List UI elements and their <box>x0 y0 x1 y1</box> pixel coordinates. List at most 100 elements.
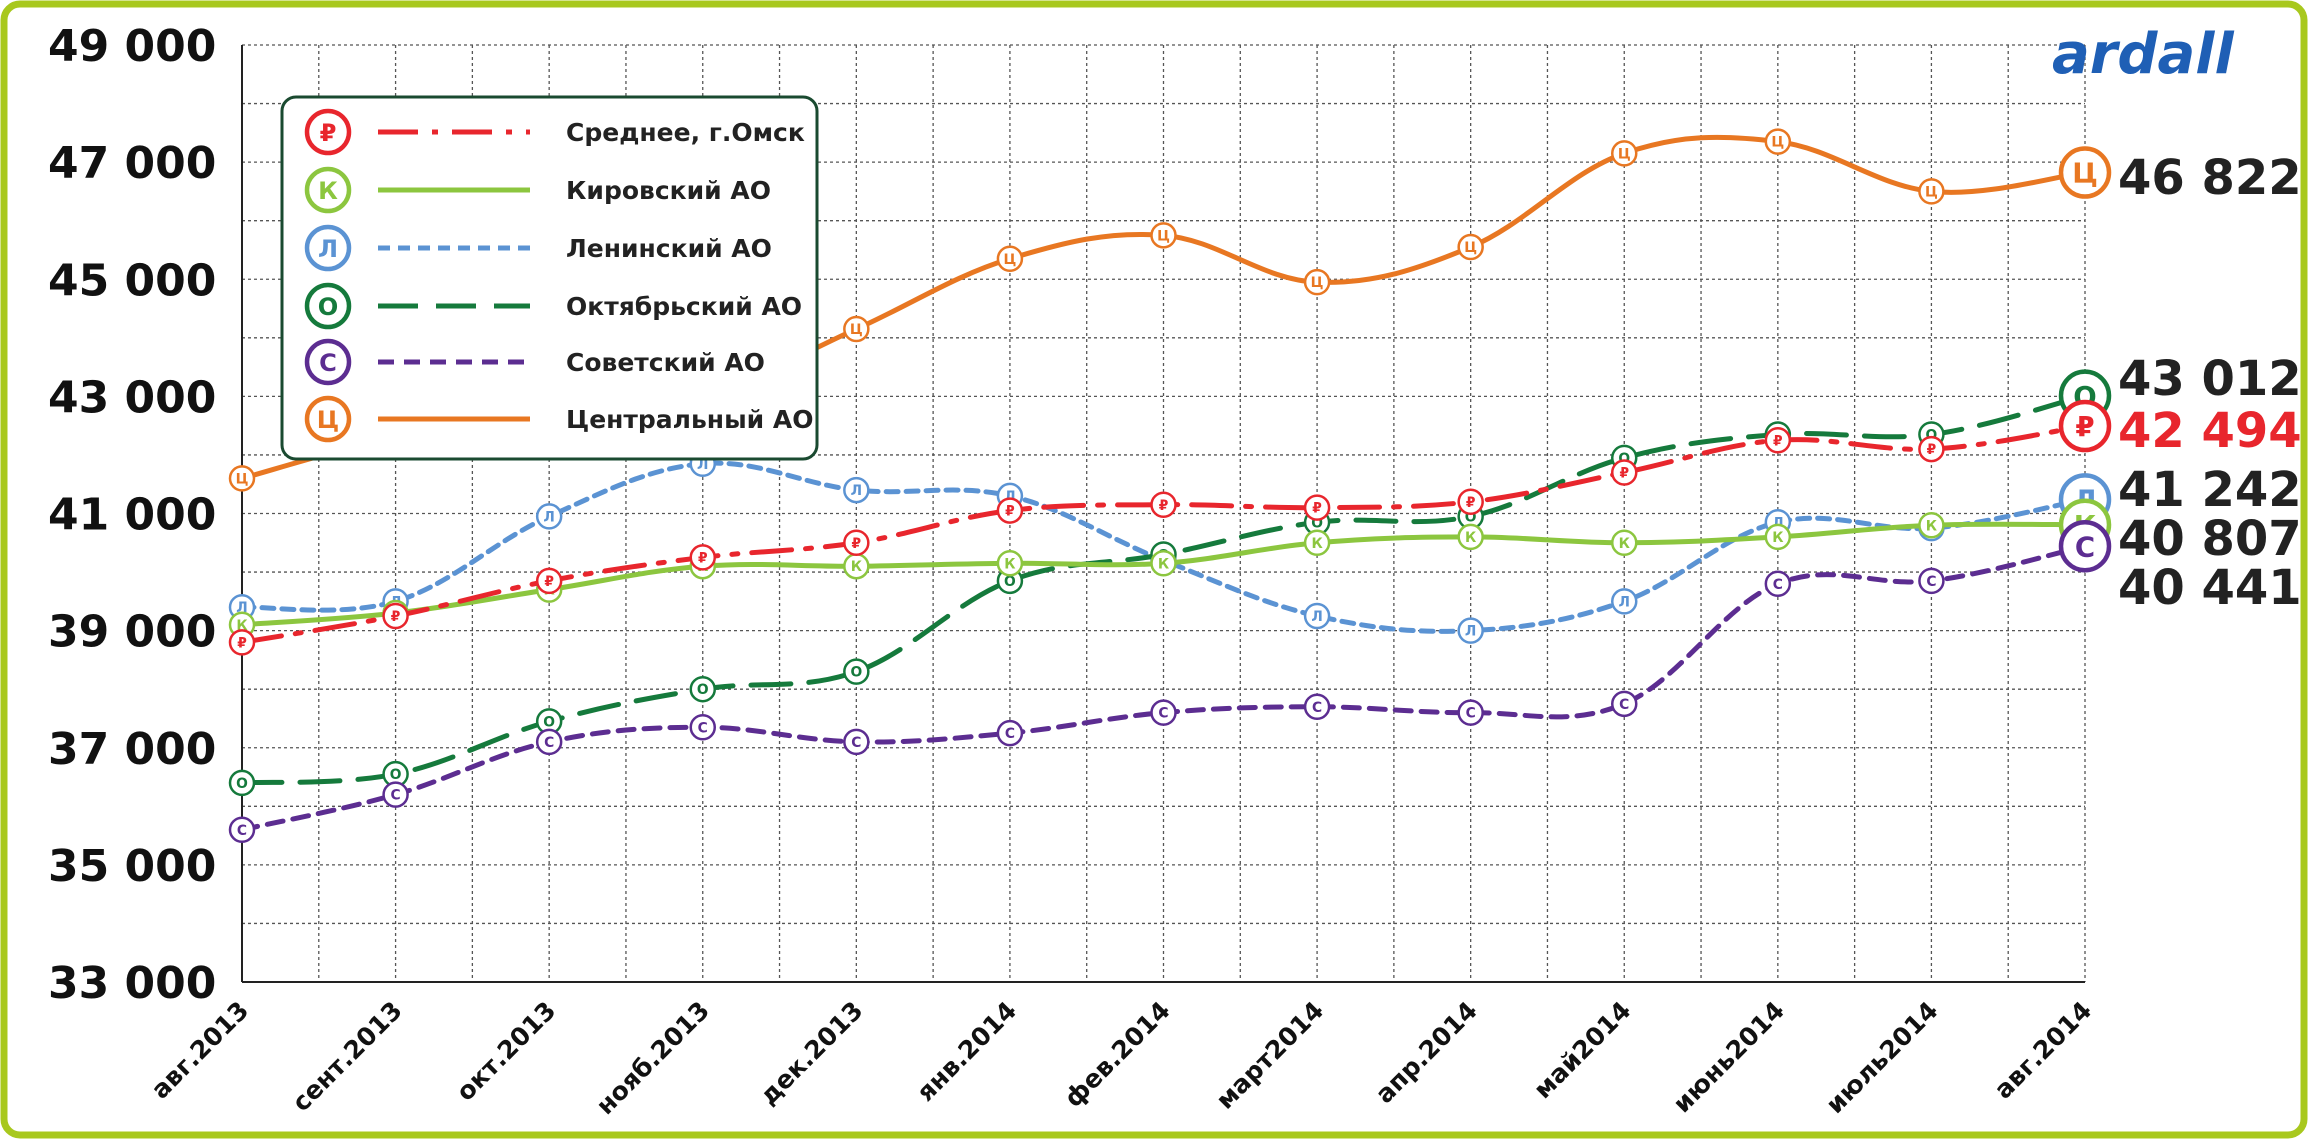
data-point-marker: Ц <box>228 465 256 492</box>
data-point-marker: С <box>1764 570 1792 598</box>
legend-marker: Л <box>304 224 352 272</box>
legend-label: Советский АО <box>566 348 765 377</box>
svg-text:С: С <box>1773 577 1783 593</box>
svg-text:₽: ₽ <box>1005 504 1015 520</box>
svg-text:₽: ₽ <box>1927 442 1937 458</box>
svg-text:К: К <box>1772 530 1784 546</box>
svg-text:О: О <box>697 682 709 698</box>
data-point-marker: Ц <box>1611 140 1638 167</box>
end-value-label: 46 822 <box>2118 150 2302 206</box>
svg-text:О: О <box>318 293 339 321</box>
data-point-marker: Ц <box>1303 268 1331 296</box>
series-4: С С С С С С С С С С С С С <box>228 519 2112 843</box>
svg-text:С: С <box>544 735 554 751</box>
data-point-marker: Л <box>843 476 870 504</box>
data-point-marker: С <box>1303 693 1331 721</box>
svg-text:Ц: Ц <box>1618 146 1631 162</box>
data-point-marker: К <box>843 552 870 580</box>
series-end-marker: Ц <box>2058 146 2112 199</box>
svg-text:Ц: Ц <box>2072 157 2098 190</box>
legend-marker: О <box>304 282 352 330</box>
data-point-marker: С <box>843 728 870 756</box>
data-point-marker: С <box>689 714 716 741</box>
svg-text:К: К <box>1004 556 1016 572</box>
svg-text:С: С <box>1926 574 1936 590</box>
svg-text:₽: ₽ <box>698 550 708 566</box>
svg-text:С: С <box>1619 697 1629 713</box>
svg-text:К: К <box>1311 536 1323 552</box>
svg-text:Ц: Ц <box>236 471 249 487</box>
y-tick-label: 35 000 <box>48 841 216 892</box>
svg-text:Ц: Ц <box>1925 184 1938 200</box>
legend-item: О Октябрьский АО <box>304 282 802 330</box>
legend-marker: ₽ <box>304 108 352 156</box>
data-point-marker: Л <box>1303 602 1331 630</box>
svg-text:₽: ₽ <box>1773 433 1783 449</box>
svg-text:К: К <box>1619 536 1631 552</box>
svg-text:₽: ₽ <box>1312 501 1322 517</box>
svg-text:С: С <box>1158 706 1168 722</box>
data-point-marker: К <box>1150 550 1177 577</box>
svg-text:Ц: Ц <box>1464 240 1477 256</box>
data-point-marker: Л <box>1457 617 1484 644</box>
svg-text:О: О <box>543 714 555 730</box>
legend-label: Центральный АО <box>566 405 814 434</box>
data-point-marker: О <box>689 675 716 703</box>
svg-text:Ц: Ц <box>1771 135 1784 151</box>
svg-text:К: К <box>318 177 338 205</box>
data-point-marker: ₽ <box>996 497 1024 524</box>
data-point-marker: Л <box>535 503 563 530</box>
end-value-label: 40 441 <box>2118 560 2302 616</box>
legend-label: Ленинский АО <box>566 234 772 263</box>
svg-text:О: О <box>1004 574 1016 590</box>
data-point-marker: О <box>228 769 256 797</box>
svg-text:К: К <box>1158 556 1170 572</box>
svg-text:Ц: Ц <box>850 322 863 338</box>
legend-label: Среднее, г.Омск <box>566 118 805 147</box>
svg-text:С: С <box>319 349 337 377</box>
svg-text:Л: Л <box>236 600 247 616</box>
data-point-marker: ₽ <box>1918 435 1945 463</box>
svg-text:Л: Л <box>1619 594 1630 610</box>
svg-text:₽: ₽ <box>237 635 247 651</box>
data-point-marker: Ц <box>843 315 870 343</box>
svg-text:С: С <box>851 735 861 751</box>
svg-text:О: О <box>390 767 402 783</box>
legend: ₽ Среднее, г.Омск К Кировский АО Л Ленинский … <box>280 95 819 461</box>
legend-item: К Кировский АО <box>304 166 771 214</box>
svg-text:₽: ₽ <box>391 609 401 625</box>
svg-text:Л: Л <box>1311 609 1322 625</box>
svg-text:С: С <box>237 823 247 839</box>
data-point-marker: К <box>1457 523 1484 551</box>
svg-text:К: К <box>851 559 863 575</box>
svg-text:₽: ₽ <box>852 536 862 552</box>
data-point-marker: К <box>1611 529 1638 557</box>
svg-text:С: С <box>1312 700 1322 716</box>
y-axis: 49 000 47 000 45 000 43 000 41 000 39 000 37 0… <box>48 21 216 1009</box>
legend-item: ₽ Среднее, г.Омск <box>304 108 805 156</box>
svg-text:₽: ₽ <box>320 119 337 147</box>
legend-item: Л Ленинский АО <box>304 224 772 272</box>
svg-text:Ц: Ц <box>317 406 339 434</box>
svg-text:К: К <box>1465 530 1477 546</box>
logo-text: ardall <box>2052 22 2234 87</box>
y-tick-label: 47 000 <box>48 138 216 189</box>
legend-marker: Ц <box>304 395 352 443</box>
data-point-marker: ₽ <box>689 544 716 571</box>
legend-marker: К <box>304 166 352 214</box>
logo: ardall <box>2052 22 2234 87</box>
series-0: ₽ ₽ ₽ ₽ ₽ ₽ ₽ ₽ ₽ ₽ ₽ ₽ ₽ <box>228 399 2112 656</box>
svg-text:₽: ₽ <box>544 574 554 590</box>
y-tick-label: 45 000 <box>48 255 216 306</box>
svg-text:С: С <box>1005 726 1015 742</box>
legend-item: Ц Центральный АО <box>304 395 814 443</box>
svg-text:Л: Л <box>1465 624 1476 640</box>
y-tick-label: 39 000 <box>48 607 216 658</box>
data-point-marker: С <box>1918 567 1945 595</box>
svg-text:₽: ₽ <box>1159 498 1169 514</box>
data-point-marker: К <box>996 550 1024 577</box>
data-point-marker: С <box>1457 699 1484 726</box>
data-point-marker: Ц <box>1457 233 1484 261</box>
data-point-marker: С <box>382 781 409 808</box>
